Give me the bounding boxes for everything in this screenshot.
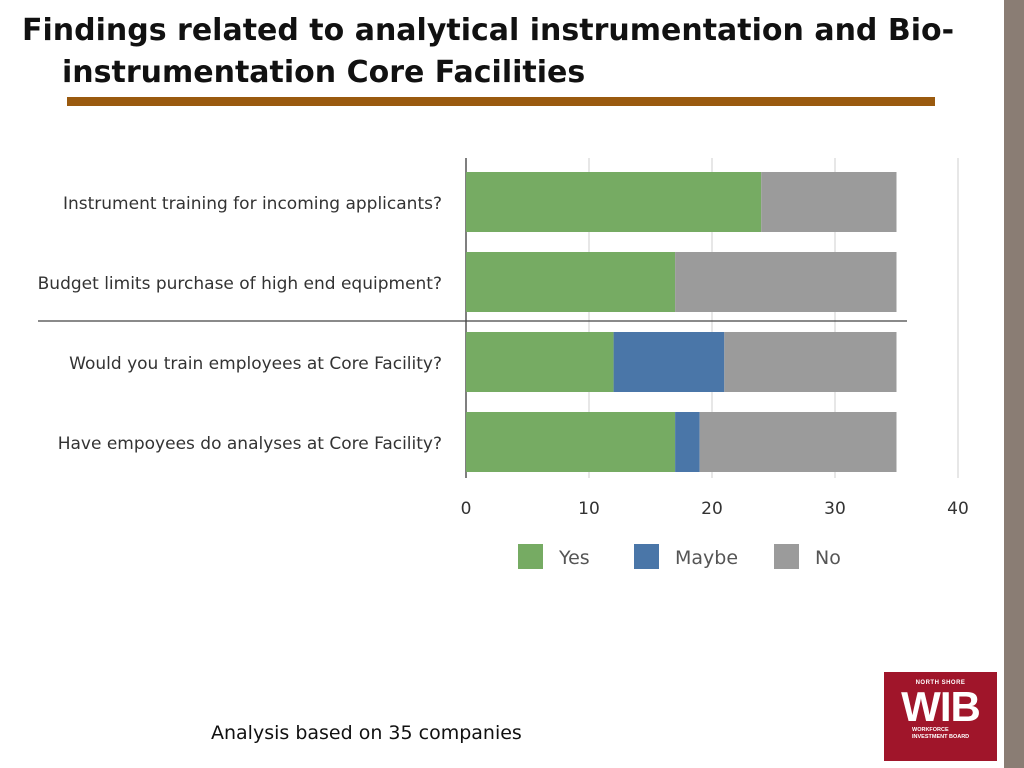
bar-yes-1	[466, 172, 762, 232]
bar-no-3	[724, 332, 897, 392]
category-label: Budget limits purchase of high end equip…	[38, 274, 442, 294]
x-tick-label: 10	[578, 499, 600, 519]
stacked-bar-chart: Instrument training for incoming applica…	[38, 158, 969, 569]
bar-yes-3	[466, 332, 614, 392]
x-tick-label: 30	[824, 499, 846, 519]
legend-label-no: No	[815, 547, 841, 569]
bar-yes-4	[466, 412, 676, 472]
x-tick-label: 0	[461, 499, 472, 519]
slide-title: Findings related to analytical instrumen…	[22, 13, 955, 90]
title-underline	[67, 97, 935, 106]
logo-main-text: WIB	[901, 683, 981, 730]
legend-swatch-no	[774, 544, 799, 569]
footnote: Analysis based on 35 companies	[211, 722, 522, 744]
side-decoration-bar	[1004, 0, 1024, 768]
bar-no-1	[761, 172, 897, 232]
bar-yes-2	[466, 252, 676, 312]
legend-swatch-maybe	[634, 544, 659, 569]
logo-sub-line-2: INVESTMENT BOARD	[912, 734, 970, 740]
legend-label-maybe: Maybe	[675, 547, 738, 569]
bar-maybe-4	[675, 412, 700, 472]
x-tick-label: 40	[947, 499, 969, 519]
category-label: Would you train employees at Core Facili…	[69, 354, 442, 374]
logo-top-text: NORTH SHORE	[915, 680, 966, 686]
bar-no-4	[699, 412, 897, 472]
wib-logo: NORTH SHORE WIB WORKFORCE INVESTMENT BOA…	[884, 672, 997, 761]
bar-no-2	[675, 252, 897, 312]
category-label: Have empoyees do analyses at Core Facili…	[58, 434, 442, 454]
legend-label-yes: Yes	[558, 547, 590, 569]
bar-maybe-3	[613, 332, 725, 392]
legend-swatch-yes	[518, 544, 543, 569]
x-tick-label: 20	[701, 499, 723, 519]
category-label: Instrument training for incoming applica…	[63, 194, 442, 214]
logo-sub-line-1: WORKFORCE	[912, 727, 949, 733]
